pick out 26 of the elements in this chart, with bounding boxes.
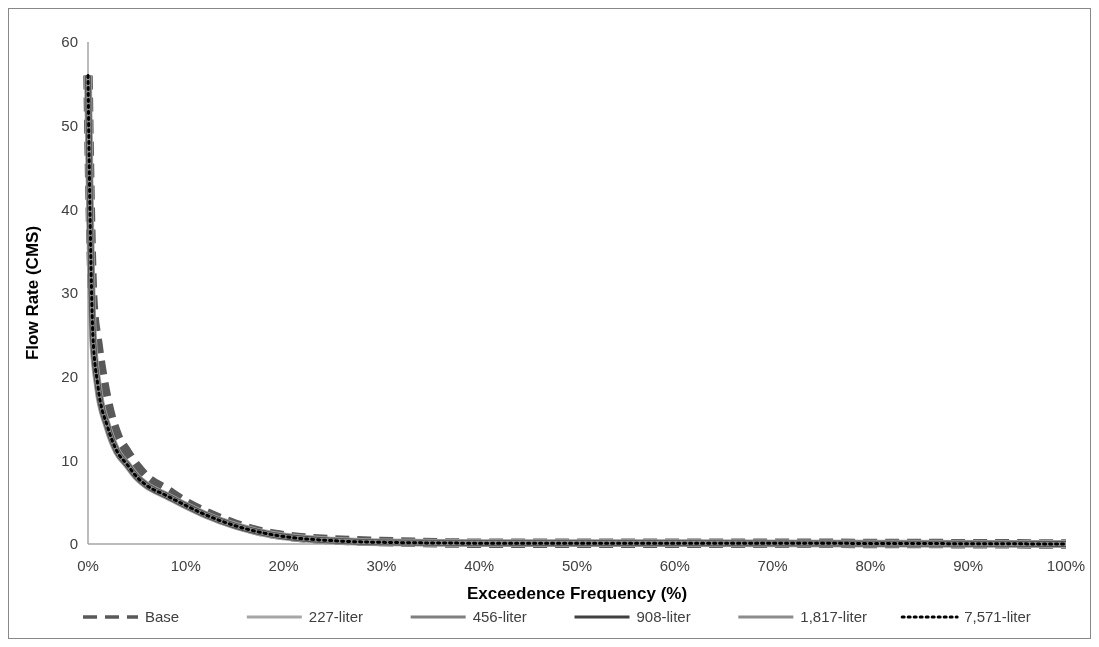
y-tick-label: 30: [61, 284, 78, 302]
y-tick-label: 20: [61, 367, 78, 385]
legend-label: 908-liter: [636, 608, 691, 626]
legend-label: 1,817-liter: [800, 608, 868, 626]
x-axis-title: Exceedence Frequency (%): [466, 584, 688, 603]
y-tick-label: 40: [61, 200, 78, 218]
legend-label: 7,571-liter: [964, 608, 1031, 626]
y-tick-label: 10: [61, 451, 78, 469]
legend-label: 456-liter: [472, 608, 527, 626]
x-tick-label: 60%: [659, 557, 690, 574]
legend-label: Base: [145, 608, 180, 626]
x-tick-label: 40%: [464, 557, 495, 574]
x-tick-label: 0%: [77, 557, 99, 574]
y-tick-label: 50: [61, 116, 78, 134]
x-tick-label: 30%: [366, 557, 397, 574]
x-tick-label: 80%: [855, 557, 886, 574]
legend-label: 227-liter: [308, 608, 364, 626]
x-tick-label: 50%: [561, 557, 593, 574]
y-tick-label: 60: [61, 33, 78, 51]
y-tick-label: 0: [69, 535, 78, 553]
x-tick-label: 100%: [1046, 557, 1086, 574]
y-axis-title: Flow Rate (CMS): [23, 225, 42, 361]
x-tick-label: 90%: [953, 557, 984, 574]
x-tick-label: 70%: [757, 557, 788, 574]
x-tick-label: 20%: [268, 557, 299, 574]
x-tick-label: 10%: [170, 557, 201, 574]
